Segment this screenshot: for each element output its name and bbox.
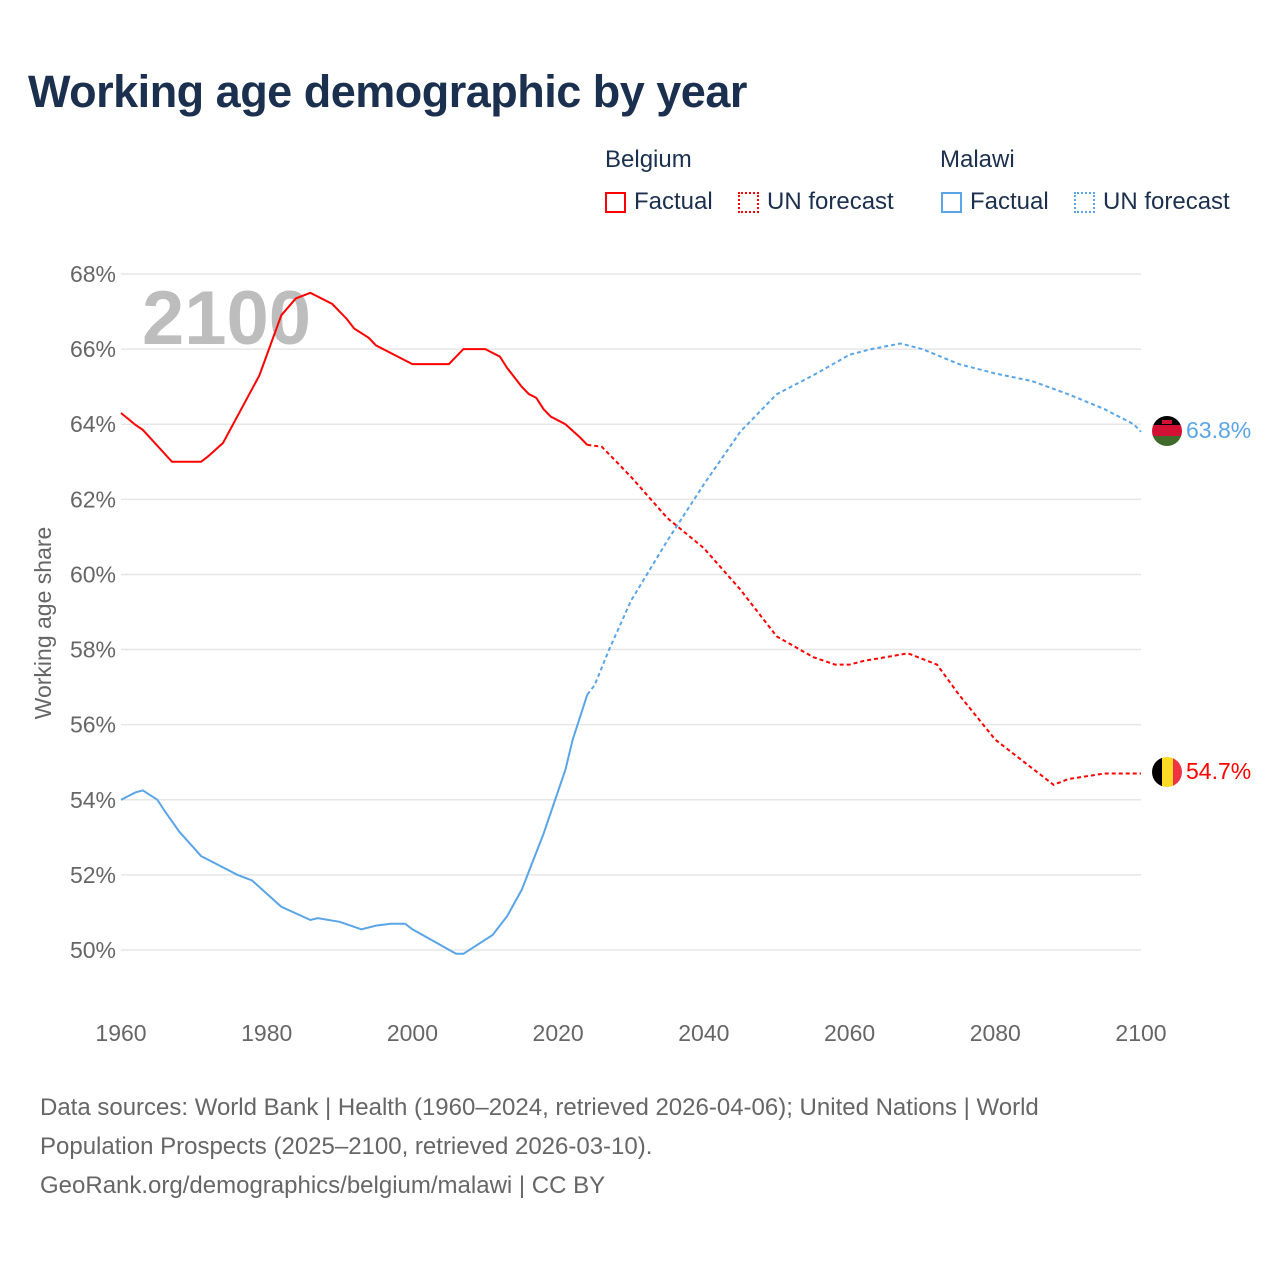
y-tick-label: 64% bbox=[70, 411, 116, 437]
x-tick-label: 2060 bbox=[824, 1020, 875, 1046]
legend-malawi-factual[interactable]: Factual bbox=[941, 188, 1049, 216]
y-tick-label: 68% bbox=[70, 261, 116, 287]
legend-label: Factual bbox=[970, 188, 1049, 215]
malawi-forecast-line bbox=[586, 342, 1142, 696]
dotted-swatch-icon bbox=[738, 191, 759, 213]
chart-title: Working age demographic by year bbox=[28, 66, 747, 117]
belgium-end-label: 54.7% bbox=[1186, 758, 1251, 784]
malawi-end-label: 63.8% bbox=[1186, 417, 1251, 443]
legend-belgium-factual[interactable]: Factual bbox=[605, 188, 713, 216]
solid-swatch-icon bbox=[941, 191, 962, 213]
sources-line-2: Population Prospects (2025–2100, retriev… bbox=[40, 1133, 653, 1160]
x-tick-label: 2100 bbox=[1115, 1020, 1166, 1046]
x-tick-label: 2020 bbox=[533, 1020, 584, 1046]
x-tick-label: 1980 bbox=[241, 1020, 292, 1046]
dotted-swatch-icon bbox=[1074, 191, 1095, 213]
solid-swatch-icon bbox=[605, 191, 626, 213]
malawi-flag-icon bbox=[1152, 416, 1182, 446]
y-tick-label: 52% bbox=[70, 862, 116, 888]
year-watermark: 2100 bbox=[142, 276, 311, 361]
y-axis-label: Working age share bbox=[30, 527, 56, 720]
y-tick-label: 50% bbox=[70, 937, 116, 963]
legend-label: Factual bbox=[634, 188, 713, 215]
sources-line-3[interactable]: GeoRank.org/demographics/belgium/malawi … bbox=[40, 1172, 606, 1199]
y-tick-label: 58% bbox=[70, 637, 116, 663]
x-tick-label: 1960 bbox=[95, 1020, 146, 1046]
malawi-factual-line bbox=[120, 694, 589, 955]
y-tick-label: 66% bbox=[70, 336, 116, 362]
y-tick-label: 56% bbox=[70, 712, 116, 738]
y-tick-label: 62% bbox=[70, 486, 116, 512]
data-sources: Data sources: World Bank | Health (1960–… bbox=[40, 1088, 1240, 1205]
legend-group-malawi: Malawi bbox=[940, 146, 1015, 173]
y-tick-label: 60% bbox=[70, 561, 116, 587]
y-tick-label: 54% bbox=[70, 787, 116, 813]
belgium-flag-icon bbox=[1152, 757, 1182, 787]
belgium-forecast-line bbox=[587, 443, 1141, 786]
legend-group-belgium: Belgium bbox=[605, 146, 692, 173]
x-tick-label: 2040 bbox=[678, 1020, 729, 1046]
legend-label: UN forecast bbox=[767, 188, 894, 215]
x-tick-label: 2000 bbox=[387, 1020, 438, 1046]
x-tick-label: 2080 bbox=[970, 1020, 1021, 1046]
legend-belgium-forecast[interactable]: UN forecast bbox=[738, 188, 894, 216]
legend-malawi-forecast[interactable]: UN forecast bbox=[1074, 188, 1230, 216]
legend-label: UN forecast bbox=[1103, 188, 1230, 215]
sources-line-1: Data sources: World Bank | Health (1960–… bbox=[40, 1094, 1039, 1121]
belgium-factual-line bbox=[120, 291, 589, 463]
